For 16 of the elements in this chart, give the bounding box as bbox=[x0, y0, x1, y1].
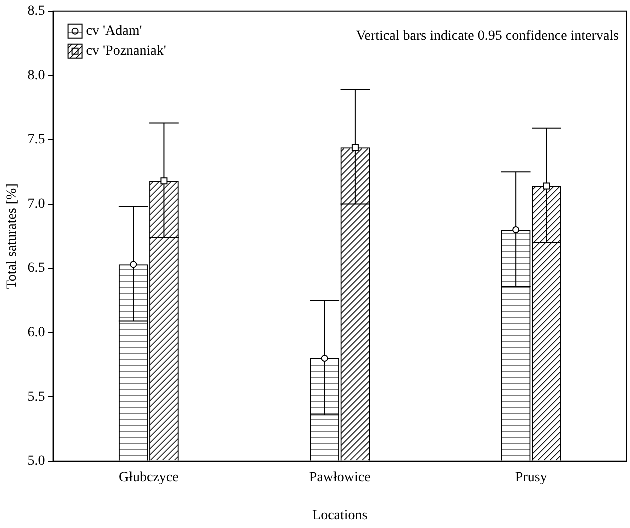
y-tick-label: 6.5 bbox=[28, 261, 46, 276]
legend-label: cv 'Poznaniak' bbox=[86, 44, 166, 60]
y-tick-label: 8.5 bbox=[28, 4, 46, 20]
x-tick-label: Pawłowice bbox=[309, 470, 371, 486]
legend-label: cv 'Adam' bbox=[86, 24, 142, 40]
y-tick-label: 5.0 bbox=[28, 454, 46, 470]
y-tick-label: 5.5 bbox=[28, 390, 46, 405]
x-tick-label: Głubczyce bbox=[118, 470, 179, 486]
y-tick-label: 6.0 bbox=[28, 326, 46, 340]
y-axis-title: Total saturates [%] bbox=[5, 184, 20, 290]
y-tick-label: 8.0 bbox=[28, 68, 46, 84]
x-axis-title: Locations bbox=[312, 508, 368, 524]
y-tick-label: 7.5 bbox=[28, 132, 46, 148]
x-tick-label: Prusy bbox=[515, 470, 548, 486]
y-tick-label: 7.0 bbox=[28, 196, 46, 212]
annotation: Vertical bars indicate 0.95 confidence intervals bbox=[356, 29, 619, 44]
